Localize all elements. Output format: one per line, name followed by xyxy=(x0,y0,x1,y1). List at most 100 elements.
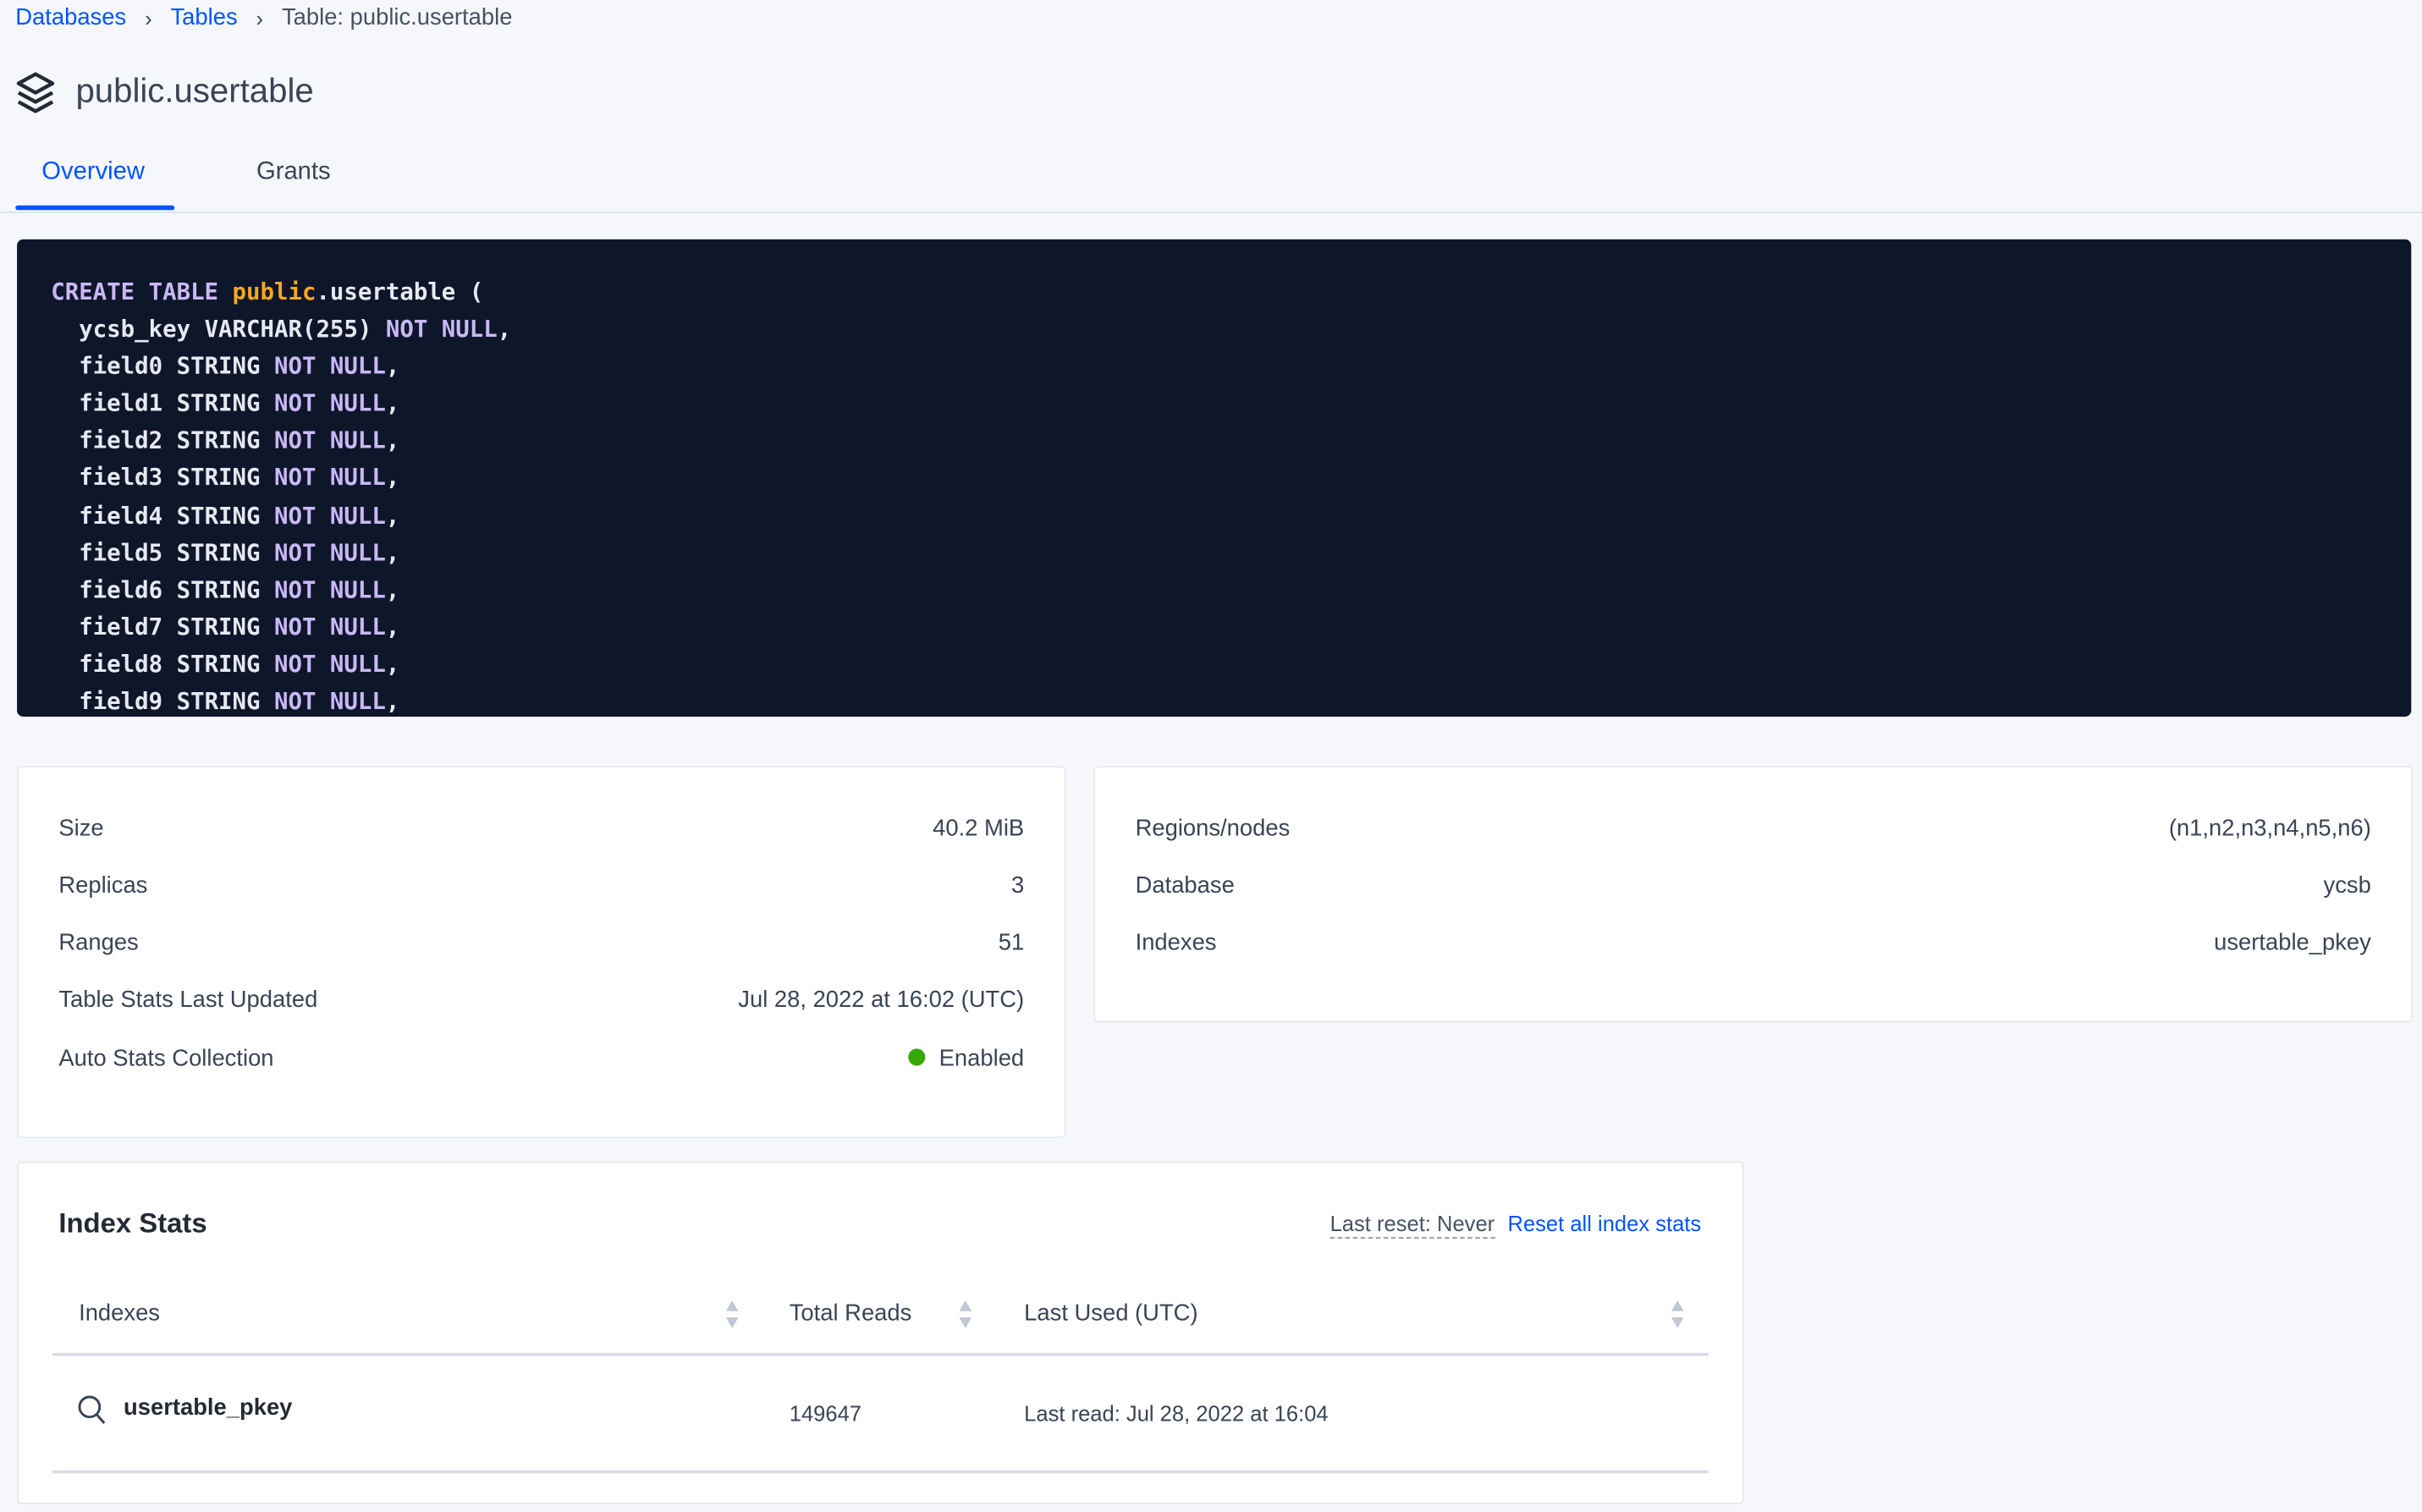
last-reset-label[interactable]: Last reset: Never xyxy=(1329,1211,1495,1239)
sql-column-name: field5 xyxy=(79,538,163,567)
stat-row: Database ycsb xyxy=(1136,870,2371,901)
stat-value: 40.2 MiB xyxy=(933,814,1025,841)
sql-constraint: NOT NULL xyxy=(273,687,386,716)
sql-column-name: field3 xyxy=(79,464,163,492)
stat-row: Regions/nodes (n1,n2,n3,n4,n5,n6) xyxy=(1136,812,2371,844)
sql-column-type: STRING xyxy=(176,687,261,716)
stat-value: (n1,n2,n3,n4,n5,n6) xyxy=(2168,814,2371,841)
stat-label: Size xyxy=(58,814,104,841)
stat-value: 51 xyxy=(998,930,1025,957)
sql-constraint: NOT NULL xyxy=(273,650,386,679)
stat-value: Enabled xyxy=(939,1045,1025,1072)
sql-column-name: field4 xyxy=(79,501,163,530)
stat-value: usertable_pkey xyxy=(2214,930,2371,957)
index-name-link[interactable]: usertable_pkey xyxy=(124,1394,293,1421)
sql-constraint: NOT NULL xyxy=(273,613,386,641)
chevron-right-icon: › xyxy=(256,5,264,30)
sql-table-name: .usertable ( xyxy=(316,278,484,306)
sql-column-name: ycsb_key xyxy=(79,315,191,344)
sql-column-line: field9 STRING NOT NULL, xyxy=(79,687,400,716)
sql-column-name: field6 xyxy=(79,575,163,604)
sql-column-type: VARCHAR(255) xyxy=(204,315,372,344)
sql-column-name: field2 xyxy=(79,426,163,455)
stat-row: Indexes usertable_pkey xyxy=(1136,927,2371,959)
sql-column-line: ycsb_key VARCHAR(255) NOT NULL, xyxy=(79,315,512,344)
sql-column-line: field3 STRING NOT NULL, xyxy=(79,464,400,492)
active-tab-indicator xyxy=(15,205,175,211)
stat-label: Table Stats Last Updated xyxy=(58,987,318,1014)
sort-icon[interactable] xyxy=(725,1300,739,1328)
stat-row: Ranges 51 xyxy=(58,927,1024,959)
sql-column-line: field5 STRING NOT NULL, xyxy=(79,538,400,567)
sql-column-type: STRING xyxy=(176,613,261,641)
sql-column-line: field0 STRING NOT NULL, xyxy=(79,352,400,381)
create-statement-code-block: CREATE TABLE public.usertable ( ycsb_key… xyxy=(17,239,2412,717)
stat-label: Auto Stats Collection xyxy=(58,1045,274,1072)
sql-constraint: NOT NULL xyxy=(273,352,386,381)
tab-grants[interactable]: Grants xyxy=(256,159,331,186)
stat-row: Size 40.2 MiB xyxy=(58,812,1024,844)
sql-constraint: NOT NULL xyxy=(273,575,386,604)
sql-column-type: STRING xyxy=(176,352,261,381)
table-stats-card: Size 40.2 MiB Replicas 3 Ranges 51 Table Stats… xyxy=(17,766,1066,1139)
total-reads-value: 149647 xyxy=(789,1400,862,1426)
sql-column-line: field8 STRING NOT NULL, xyxy=(79,650,400,679)
stat-label: Replicas xyxy=(58,871,148,899)
stat-row: Table Stats Last Updated Jul 28, 2022 at … xyxy=(58,985,1024,1016)
sql-column-line: field1 STRING NOT NULL, xyxy=(79,389,400,418)
sql-constraint: NOT NULL xyxy=(273,464,386,492)
column-header-last-used[interactable]: Last Used (UTC) xyxy=(1024,1300,1198,1327)
tab-bar: Overview Grants xyxy=(0,148,2422,213)
sql-column-type: STRING xyxy=(176,538,261,567)
stat-value: 3 xyxy=(1010,871,1025,899)
stat-value: Jul 28, 2022 at 16:02 (UTC) xyxy=(738,987,1025,1014)
sql-constraint: NOT NULL xyxy=(385,315,498,344)
sql-column-type: STRING xyxy=(176,464,261,492)
sql-column-name: field0 xyxy=(79,352,163,381)
status-dot-icon xyxy=(908,1047,926,1065)
stat-label: Ranges xyxy=(58,930,139,957)
sql-column-type: STRING xyxy=(176,575,261,604)
table-header-divider xyxy=(52,1352,1709,1356)
sql-constraint: NOT NULL xyxy=(273,501,386,530)
reset-index-stats-link[interactable]: Reset all index stats xyxy=(1507,1211,1702,1236)
stat-row: Auto Stats Collection Enabled xyxy=(58,1042,1024,1074)
stat-row: Replicas 3 xyxy=(58,870,1024,901)
sql-column-line: field7 STRING NOT NULL, xyxy=(79,613,400,641)
page-title: public.usertable xyxy=(75,70,314,110)
sql-column-type: STRING xyxy=(176,389,261,418)
column-header-total-reads[interactable]: Total Reads xyxy=(789,1300,912,1327)
sql-column-type: STRING xyxy=(176,650,261,679)
sql-column-name: field9 xyxy=(79,687,163,716)
chevron-right-icon: › xyxy=(145,5,152,30)
sql-keyword: CREATE TABLE xyxy=(51,278,219,306)
table-info-card: Regions/nodes (n1,n2,n3,n4,n5,n6) Database… xyxy=(1093,766,2414,1023)
tab-overview[interactable]: Overview xyxy=(41,159,146,186)
breadcrumb-tables[interactable]: Tables xyxy=(170,4,238,31)
breadcrumb: Databases › Tables › Table: public.usert… xyxy=(15,4,512,30)
sql-column-type: STRING xyxy=(176,426,261,455)
sort-icon[interactable] xyxy=(959,1300,972,1328)
sql-code: CREATE TABLE public.usertable ( ycsb_key… xyxy=(17,239,2411,717)
stack-icon xyxy=(16,72,55,113)
sql-column-name: field8 xyxy=(79,650,163,679)
sql-column-name: field7 xyxy=(79,613,163,641)
stat-label: Regions/nodes xyxy=(1135,814,1291,841)
column-header-indexes[interactable]: Indexes xyxy=(79,1300,161,1327)
sql-constraint: NOT NULL xyxy=(273,389,386,418)
breadcrumb-databases[interactable]: Databases xyxy=(15,4,127,31)
table-row-divider xyxy=(52,1470,1709,1474)
sql-schema: public xyxy=(232,278,317,306)
search-icon xyxy=(78,1395,106,1424)
sql-column-name: field1 xyxy=(79,389,163,418)
stat-label: Database xyxy=(1135,871,1235,899)
index-stats-card: Index Stats Last reset: Never Reset all … xyxy=(17,1161,1744,1504)
stat-value: ycsb xyxy=(2323,871,2371,899)
sql-constraint: NOT NULL xyxy=(273,426,386,455)
sql-column-line: field6 STRING NOT NULL, xyxy=(79,575,400,604)
sort-icon[interactable] xyxy=(1671,1300,1684,1328)
sql-column-line: field2 STRING NOT NULL, xyxy=(79,426,400,455)
sql-column-line: field4 STRING NOT NULL, xyxy=(79,501,400,530)
breadcrumb-current: Table: public.usertable xyxy=(281,4,513,31)
stat-label: Indexes xyxy=(1135,930,1217,957)
